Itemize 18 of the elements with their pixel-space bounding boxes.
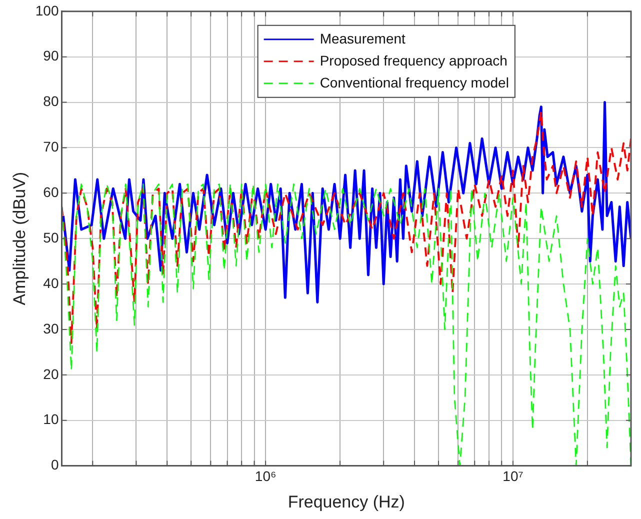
legend-label: Conventional frequency model [320, 74, 509, 90]
y-tick-label: 50 [43, 229, 59, 246]
y-tick-label: 70 [43, 138, 59, 155]
x-tick-label: 10⁶ [254, 468, 276, 484]
y-tick-label: 0 [50, 456, 59, 473]
y-tick-label: 100 [35, 2, 59, 18]
y-tick-label: 90 [43, 48, 59, 64]
y-tick-label: 20 [43, 366, 59, 382]
y-tick-label: 30 [43, 320, 59, 336]
y-tick-label: 60 [43, 184, 59, 200]
legend-label: Measurement [320, 30, 406, 46]
y-tick-label: 80 [43, 93, 59, 110]
y-tick-label: 40 [43, 274, 59, 291]
y-tick-label: 10 [43, 411, 59, 428]
x-tick-label: 10⁷ [502, 468, 524, 484]
legend-label: Proposed frequency approach [320, 52, 508, 68]
y-axis-title: Amplitude (dBuV) [10, 172, 29, 306]
x-axis-title: Frequency (Hz) [288, 492, 405, 512]
